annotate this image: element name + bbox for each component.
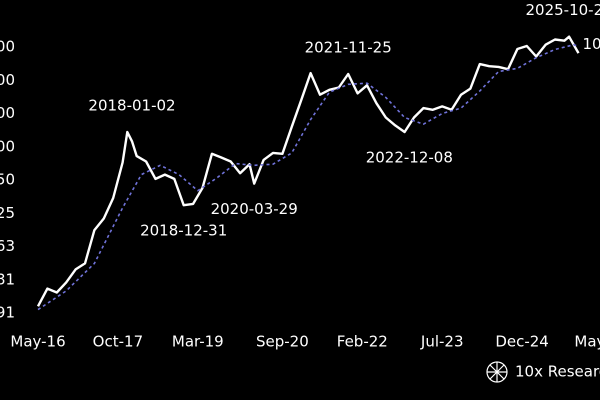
annotation: 2018-12-31 [140, 222, 227, 240]
annotation: 2021-11-25 [305, 38, 392, 56]
x-tick-label: May-26 [574, 333, 600, 351]
y-tick-label: 781 [0, 270, 15, 288]
y-tick-label: 391 [0, 304, 15, 322]
y-tick-label: 3,125 [0, 204, 15, 222]
y-tick-label: 25,000 [0, 104, 15, 122]
brand-text: 10x Research [515, 363, 600, 381]
annotation: 2020-03-29 [211, 200, 298, 218]
y-tick-label: 6,250 [0, 171, 15, 189]
y-tick-label: 12,500 [0, 137, 15, 155]
y-tick-label: 100,000 [0, 38, 15, 56]
y-tick-label: 1,563 [0, 237, 15, 255]
x-tick-label: May-16 [10, 333, 65, 351]
x-tick-label: Jul-23 [420, 333, 464, 351]
annotation: 2025-10-25 [526, 1, 600, 19]
moving-average-line [37, 43, 579, 311]
x-tick-label: Feb-22 [337, 333, 388, 351]
annotation: 2022-12-08 [366, 149, 453, 167]
annotation: 2018-01-02 [88, 97, 175, 115]
x-tick-label: Mar-19 [172, 333, 224, 351]
brand-logo [486, 361, 508, 383]
x-tick-label: Dec-24 [495, 333, 549, 351]
x-tick-label: Oct-17 [93, 333, 143, 351]
price-line [36, 35, 580, 307]
x-tick-label: Sep-20 [256, 333, 309, 351]
end-label: 101 [583, 35, 600, 53]
y-tick-label: 50,000 [0, 71, 15, 89]
